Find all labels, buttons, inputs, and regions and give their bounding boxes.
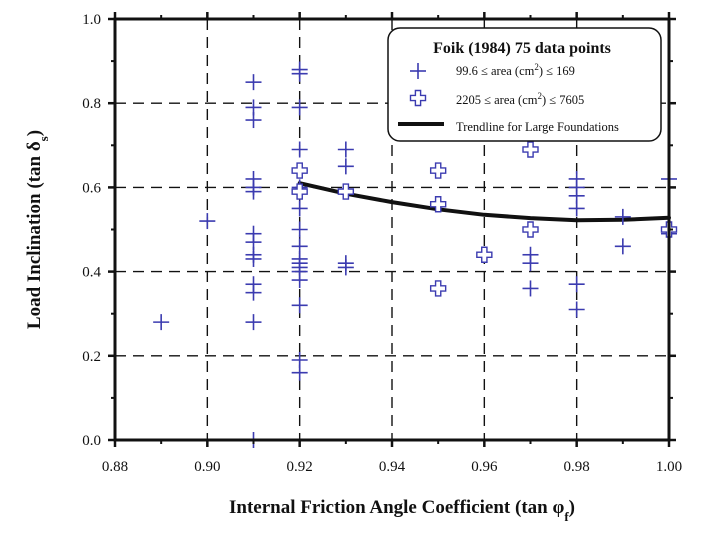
x-tick-label: 0.96: [471, 459, 498, 475]
y-axis-title: Load Inclination (tan δs): [24, 130, 51, 329]
data-point-large-area: [429, 280, 447, 297]
x-title-sub: f: [564, 509, 569, 524]
y-title-main: Load Inclination (tan δ: [24, 141, 45, 329]
trendline: [297, 181, 671, 223]
data-point-small-area: [153, 314, 170, 331]
legend-label-part: ) ≤ 169: [539, 64, 575, 78]
y-tick-label: 0.2: [82, 349, 101, 365]
trendline-layer: [297, 181, 671, 223]
legend-label-sup: 2: [534, 62, 539, 72]
y-tick-label: 0.6: [82, 180, 101, 196]
data-point-large-area: [429, 196, 447, 213]
data-point-small-area: [291, 200, 308, 217]
data-point-small-area: [522, 280, 539, 297]
legend-symbol-open-cross: [409, 89, 427, 107]
x-tick-label: 0.90: [194, 459, 220, 475]
data-point-large-area: [291, 183, 308, 200]
x-title-end: ): [569, 497, 575, 518]
data-point-small-area: [291, 221, 308, 238]
data-point-small-area: [522, 255, 539, 272]
x-tick-label: 0.98: [564, 459, 590, 475]
legend-label-sup: 2: [537, 91, 542, 101]
x-title-main: Internal Friction Angle Coefficient (tan…: [229, 497, 564, 518]
data-point-small-area: [291, 297, 308, 314]
data-point-small-area: [245, 112, 262, 129]
data-point-small-area: [245, 314, 262, 331]
data-point-large-area: [522, 221, 539, 238]
y-tick-label: 1.0: [82, 12, 101, 28]
x-tick-label: 1.00: [656, 459, 682, 475]
data-point-large-area: [429, 162, 447, 179]
data-point-large-area: [522, 141, 539, 158]
data-point-small-area: [291, 99, 308, 116]
data-point-small-area: [245, 74, 262, 91]
x-axis-title: Internal Friction Angle Coefficient (tan…: [229, 497, 575, 524]
legend-title: Foik (1984) 75 data points: [433, 40, 611, 57]
x-tick-label: 0.94: [379, 459, 406, 475]
data-point-small-area: [245, 250, 262, 267]
legend-label-part: ) ≤ 7605: [542, 93, 584, 107]
x-tick-label: 0.92: [287, 459, 313, 475]
data-point-small-area: [291, 272, 308, 289]
legend-symbol-plus: [410, 63, 426, 79]
y-tick-label: 0.0: [82, 433, 101, 449]
legend: Foik (1984) 75 data points 99.6 ≤ area (…: [387, 27, 662, 142]
y-tick-label: 0.8: [82, 96, 101, 112]
legend-label: Trendline for Large Foundations: [456, 120, 619, 134]
data-point-small-area: [337, 141, 354, 158]
axis-ticks: 0.88 0.90 0.92 0.94 0.96 0.98 1.00 0.0 0.2 0.4 0.6…: [82, 12, 682, 475]
data-point-large-area: [337, 183, 355, 200]
data-point-small-area: [568, 200, 585, 217]
data-point-small-area: [337, 259, 354, 276]
data-point-small-area: [337, 158, 354, 175]
y-title-end: ): [24, 130, 45, 136]
data-point-small-area: [291, 141, 308, 158]
legend-label-part: 2205 ≤ area (cm: [456, 93, 538, 107]
y-title-sub: s: [36, 136, 51, 141]
data-point-small-area: [245, 284, 262, 301]
legend-label: 99.6 ≤ area (cm2) ≤ 169: [456, 62, 575, 78]
data-point-small-area: [291, 364, 308, 381]
legend-label-part: 99.6 ≤ area (cm: [456, 64, 535, 78]
data-point-small-area: [291, 65, 308, 82]
data-point-small-area: [568, 276, 585, 293]
y-tick-label: 0.4: [82, 265, 101, 281]
data-point-small-area: [245, 183, 262, 200]
data-point-large-area: [476, 246, 493, 263]
x-tick-label: 0.88: [102, 459, 128, 475]
data-point-small-area: [199, 213, 216, 230]
data-point-small-area: [614, 238, 631, 255]
data-point-large-area: [291, 162, 308, 179]
data-point-small-area: [614, 208, 631, 225]
data-point-small-area: [568, 301, 585, 318]
legend-label: 2205 ≤ area (cm2) ≤ 7605: [456, 91, 584, 107]
legend-box: [387, 27, 662, 142]
